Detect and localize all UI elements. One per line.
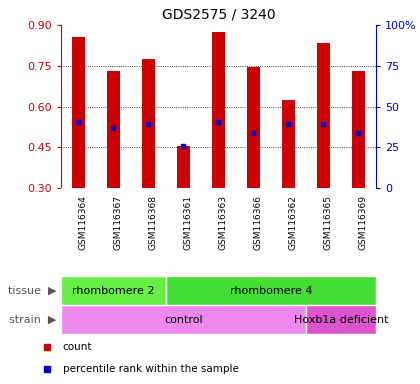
Bar <box>142 59 155 188</box>
Text: GSM116363: GSM116363 <box>218 195 227 250</box>
Text: GSM116368: GSM116368 <box>148 195 158 250</box>
Text: count: count <box>63 342 92 352</box>
Text: percentile rank within the sample: percentile rank within the sample <box>63 364 239 374</box>
Bar <box>61 276 166 305</box>
Title: GDS2575 / 3240: GDS2575 / 3240 <box>162 7 275 21</box>
Bar <box>107 71 120 188</box>
Text: GSM116364: GSM116364 <box>79 195 87 250</box>
Text: Hoxb1a deficient: Hoxb1a deficient <box>294 314 388 325</box>
Text: tissue  ▶: tissue ▶ <box>8 286 57 296</box>
Text: GSM116367: GSM116367 <box>113 195 122 250</box>
Bar <box>72 37 84 188</box>
Bar <box>61 305 306 334</box>
Text: rhombomere 2: rhombomere 2 <box>72 286 155 296</box>
Text: GSM116365: GSM116365 <box>323 195 332 250</box>
Bar <box>282 100 294 188</box>
Text: GSM116369: GSM116369 <box>358 195 368 250</box>
Text: GSM116361: GSM116361 <box>184 195 192 250</box>
Bar <box>352 71 365 188</box>
Text: strain  ▶: strain ▶ <box>9 314 57 325</box>
Text: rhombomere 4: rhombomere 4 <box>230 286 312 296</box>
Bar <box>306 305 376 334</box>
Bar <box>166 276 376 305</box>
Text: control: control <box>164 314 203 325</box>
Bar <box>247 67 260 188</box>
Bar <box>212 32 225 188</box>
Bar <box>177 146 189 188</box>
Text: GSM116366: GSM116366 <box>253 195 262 250</box>
Text: GSM116362: GSM116362 <box>289 195 297 250</box>
Bar <box>317 43 330 188</box>
